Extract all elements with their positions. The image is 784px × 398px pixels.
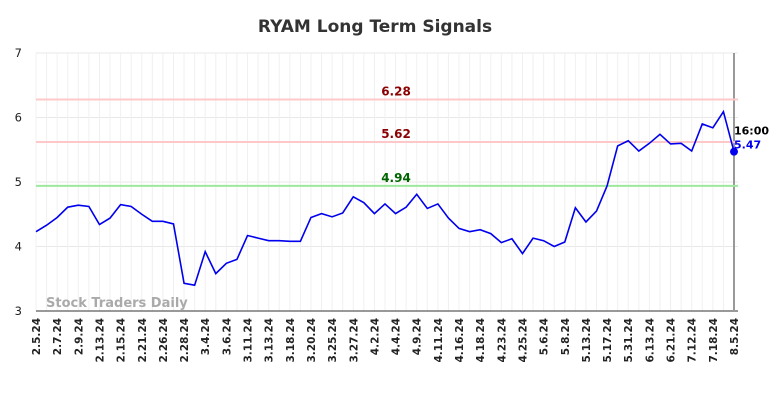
- x-tick-label: 3.18.24: [285, 318, 297, 363]
- x-tick-label: 4.4.24: [391, 318, 403, 355]
- x-tick-label: 4.18.24: [475, 318, 487, 363]
- price-line: [35, 109, 735, 287]
- x-tick-label: 5.6.24: [539, 318, 551, 355]
- x-tick-label: 7.18.24: [708, 318, 720, 363]
- y-tick-label: 3: [15, 304, 22, 318]
- x-tick-label: 4.9.24: [412, 318, 424, 355]
- chart-title: RYAM Long Term Signals: [258, 17, 492, 37]
- x-tick-label: 3.20.24: [306, 318, 318, 363]
- y-tick-label: 4: [15, 240, 22, 254]
- x-tick-label: 2.9.24: [73, 318, 85, 355]
- x-tick-label: 4.25.24: [517, 318, 529, 363]
- x-tick-label: 3.6.24: [221, 318, 233, 355]
- x-tick-label: 4.23.24: [496, 318, 508, 363]
- last-point: [730, 147, 738, 156]
- x-tick-label: 5.17.24: [602, 318, 614, 363]
- last-value-label: 5.47: [734, 139, 761, 152]
- reference-label: 5.62: [381, 127, 411, 141]
- y-tick-label: 7: [15, 46, 22, 60]
- x-tick-label: 5.8.24: [560, 318, 572, 355]
- x-tick-label: 4.11.24: [433, 318, 445, 363]
- last-time-label: 16:00: [734, 125, 769, 138]
- x-tick-label: 2.28.24: [179, 318, 191, 363]
- x-tick-label: 3.4.24: [200, 318, 212, 355]
- x-tick-label: 4.2.24: [369, 318, 381, 355]
- x-tick-label: 4.16.24: [454, 318, 466, 363]
- x-tick-label: 6.21.24: [666, 318, 678, 363]
- y-tick-label: 6: [15, 111, 22, 125]
- x-tick-label: 3.13.24: [264, 318, 276, 363]
- x-tick-label: 5.31.24: [623, 318, 635, 363]
- x-tick-label: 2.15.24: [116, 318, 128, 363]
- x-tick-label: 2.13.24: [94, 318, 106, 363]
- x-tick-label: 5.13.24: [581, 318, 593, 363]
- x-tick-label: 2.21.24: [137, 318, 149, 363]
- x-tick-label: 2.7.24: [52, 318, 64, 355]
- x-tick-label: 7.12.24: [687, 318, 699, 363]
- x-tick-label: 3.25.24: [327, 318, 339, 363]
- x-tick-label: 2.5.24: [31, 318, 43, 355]
- watermark: Stock Traders Daily: [46, 296, 188, 311]
- x-tick-label: 3.27.24: [348, 318, 360, 363]
- reference-label: 4.94: [381, 171, 411, 185]
- reference-label: 6.28: [381, 84, 411, 98]
- y-tick-label: 5: [15, 175, 22, 189]
- x-tick-label: 8.5.24: [729, 318, 741, 355]
- x-tick-label: 6.13.24: [644, 318, 656, 363]
- x-tick-label: 3.11.24: [243, 318, 255, 363]
- x-tick-label: 2.26.24: [158, 318, 170, 363]
